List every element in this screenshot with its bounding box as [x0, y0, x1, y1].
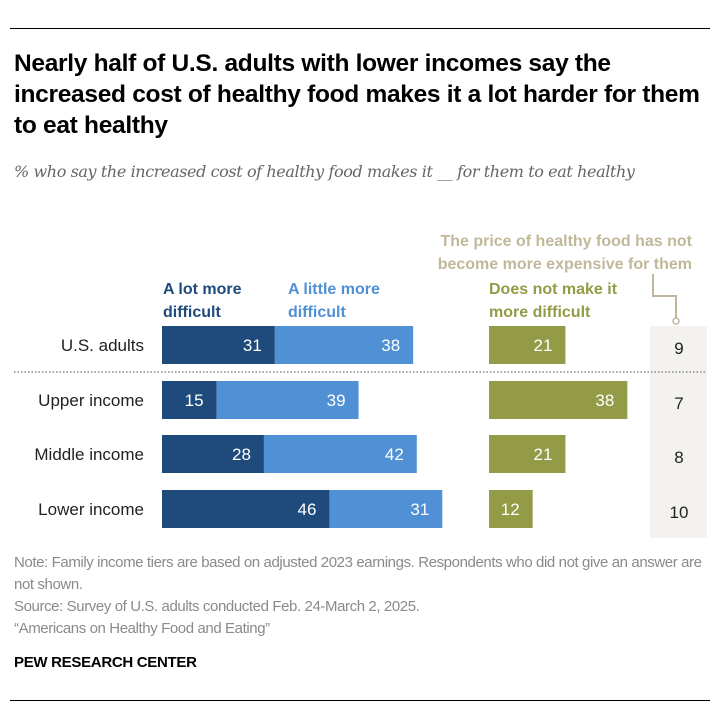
value-label-not-more-upper-income: 38	[595, 391, 614, 410]
legend-price-not-more-expensive: The price of healthy food has not become…	[437, 233, 692, 273]
legend-connector-dot	[672, 317, 680, 325]
value-label-a-little-upper-income: 39	[327, 391, 346, 410]
bar-not-more-upper-income	[489, 381, 628, 419]
bar-a-lot-lower-income	[162, 490, 330, 528]
brand-logo-text: PEW RESEARCH CENTER	[14, 654, 197, 671]
bar-a-lot-upper-income	[162, 381, 217, 419]
category-label-u-s-adults: U.S. adults	[61, 336, 144, 355]
chart-title: Nearly half of U.S. adults with lower in…	[14, 50, 700, 139]
legend-a-little-more-difficult: A little more difficult	[288, 281, 380, 321]
bottom-rule	[10, 700, 710, 701]
legend-connector-line	[652, 274, 677, 318]
price-not-column-bg	[650, 326, 707, 538]
legend-a-lot-more-difficult: A lot more difficult	[163, 281, 242, 321]
bar-a-little-middle-income	[263, 435, 417, 473]
value-label-price-not-upper-income: 7	[674, 394, 683, 413]
value-label-not-more-lower-income: 12	[501, 500, 520, 519]
source-text: Source: Survey of U.S. adults conducted …	[14, 598, 420, 615]
value-label-not-more-u-s-adults: 21	[534, 336, 553, 355]
value-label-price-not-middle-income: 8	[674, 448, 683, 467]
value-label-a-lot-upper-income: 15	[185, 391, 204, 410]
legend-does-not-make-more-difficult: Does not make it more difficult	[489, 281, 618, 321]
value-label-a-little-middle-income: 42	[385, 445, 404, 464]
value-label-a-little-lower-income: 31	[410, 500, 429, 519]
category-label-lower-income: Lower income	[38, 500, 144, 519]
category-label-middle-income: Middle income	[34, 445, 144, 464]
note-text: Note: Family income tiers are based on a…	[14, 554, 706, 593]
report-title: “Americans on Healthy Food and Eating”	[14, 620, 270, 637]
value-label-price-not-u-s-adults: 9	[674, 339, 683, 358]
bar-not-more-middle-income	[489, 435, 566, 473]
value-label-not-more-middle-income: 21	[534, 445, 553, 464]
bar-a-little-u-s-adults	[274, 326, 414, 364]
top-rule	[10, 28, 710, 29]
bar-a-little-upper-income	[216, 381, 359, 419]
value-label-a-little-u-s-adults: 38	[381, 336, 400, 355]
value-label-a-lot-u-s-adults: 31	[243, 336, 262, 355]
value-label-a-lot-lower-income: 46	[298, 500, 317, 519]
bar-a-lot-u-s-adults	[162, 326, 275, 364]
bar-a-lot-middle-income	[162, 435, 264, 473]
value-label-price-not-lower-income: 10	[670, 503, 689, 522]
bar-a-little-lower-income	[329, 490, 443, 528]
category-label-upper-income: Upper income	[38, 391, 144, 410]
bar-not-more-lower-income	[489, 490, 533, 528]
chart-notes: Note: Family income tiers are based on a…	[14, 552, 714, 640]
bar-not-more-u-s-adults	[489, 326, 566, 364]
value-label-a-lot-middle-income: 28	[232, 445, 251, 464]
chart-subtitle: % who say the increased cost of healthy …	[14, 162, 635, 181]
